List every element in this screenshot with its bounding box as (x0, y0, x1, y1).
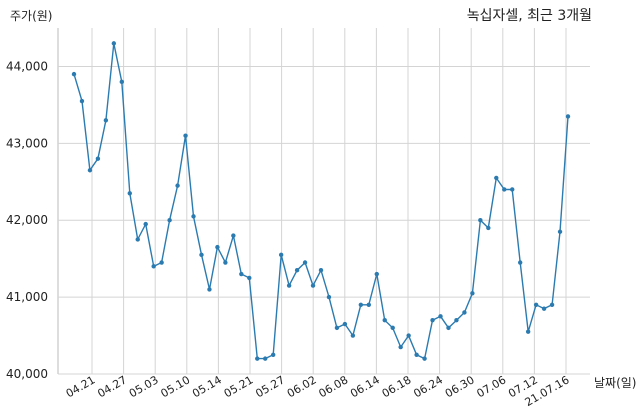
price-line (73, 43, 569, 360)
data-point (358, 302, 364, 307)
data-point (557, 229, 563, 234)
x-tick-label: 06.18 (380, 373, 414, 400)
data-point (119, 79, 125, 85)
data-point (79, 98, 85, 104)
data-point (95, 156, 101, 161)
data-point (247, 275, 252, 281)
x-tick-label: 06.24 (411, 373, 445, 400)
data-point (486, 225, 491, 231)
data-point (454, 317, 459, 323)
grid (57, 28, 590, 375)
data-point (446, 325, 451, 331)
y-tick-labels: 40,000 41,000 42,000 43,000 44,000 (6, 59, 48, 381)
x-axis-label: 날짜(일) (594, 376, 636, 390)
data-point (326, 294, 332, 300)
x-tick-label: 05.21 (222, 373, 256, 400)
data-point (191, 214, 196, 219)
x-tick-label: 06.02 (285, 373, 319, 400)
data-point (406, 333, 411, 338)
data-point (462, 310, 467, 315)
data-point (541, 306, 547, 311)
data-point (255, 356, 260, 361)
data-point (294, 268, 300, 273)
data-point (350, 333, 356, 338)
data-point (286, 283, 292, 288)
data-point (318, 268, 324, 273)
data-point (382, 317, 387, 323)
x-tick-label: 05.03 (127, 373, 161, 400)
data-point (71, 71, 77, 77)
data-point (135, 237, 140, 242)
x-tick-label: 06.14 (348, 373, 382, 400)
data-point (478, 218, 483, 223)
y-tick-label: 40,000 (6, 367, 48, 381)
y-tick-label: 42,000 (6, 213, 48, 227)
x-tick-label: 05.14 (190, 373, 224, 400)
data-point (334, 325, 340, 331)
y-tick-label: 41,000 (6, 290, 48, 304)
data-point (270, 352, 276, 357)
data-point (278, 252, 284, 258)
data-point (159, 260, 164, 265)
data-point (533, 302, 539, 307)
data-point (438, 314, 443, 319)
chart-title: 녹십자셀, 최근 3개월 (467, 8, 592, 24)
data-point (167, 218, 172, 223)
data-point (398, 344, 403, 350)
data-point (223, 260, 228, 265)
data-point (494, 175, 499, 181)
data-point (565, 114, 571, 119)
data-point (199, 252, 204, 258)
data-point (470, 291, 475, 296)
data-point (111, 41, 117, 46)
data-point (390, 325, 395, 331)
data-point (151, 264, 156, 269)
data-point (183, 133, 188, 138)
data-point (143, 221, 148, 227)
x-tick-label: 04.21 (64, 373, 98, 400)
data-point (239, 271, 244, 277)
data-point (310, 283, 316, 288)
data-point (302, 260, 308, 265)
x-tick-label: 06.30 (443, 373, 477, 400)
data-point (430, 317, 435, 323)
data-point (549, 302, 555, 307)
series-line (71, 41, 571, 361)
data-point (87, 168, 93, 173)
data-point (231, 233, 236, 238)
x-tick-label: 06.08 (317, 373, 351, 400)
data-point (263, 356, 268, 361)
data-point (175, 183, 180, 188)
y-tick-label: 43,000 (6, 136, 48, 150)
x-tick-label: 04.27 (95, 373, 129, 400)
data-point (525, 329, 531, 334)
x-tick-label: 07.06 (475, 373, 509, 400)
x-tick-label: 05.27 (253, 373, 287, 400)
data-point (422, 356, 427, 361)
data-point (502, 187, 507, 192)
x-tick-label: 05.10 (159, 373, 193, 400)
data-point (127, 191, 132, 196)
y-tick-label: 44,000 (6, 59, 48, 73)
y-axis-label: 주가(원) (10, 9, 52, 23)
data-point (517, 260, 523, 265)
data-point (207, 287, 212, 292)
data-point (215, 244, 220, 250)
data-point (103, 118, 109, 123)
data-point (510, 187, 515, 192)
x-tick-labels: 04.2104.2705.0305.1005.1405.2105.2706.02… (64, 373, 572, 409)
data-point (414, 352, 419, 357)
data-point (366, 302, 372, 307)
data-point (342, 321, 348, 327)
data-point (374, 271, 379, 277)
